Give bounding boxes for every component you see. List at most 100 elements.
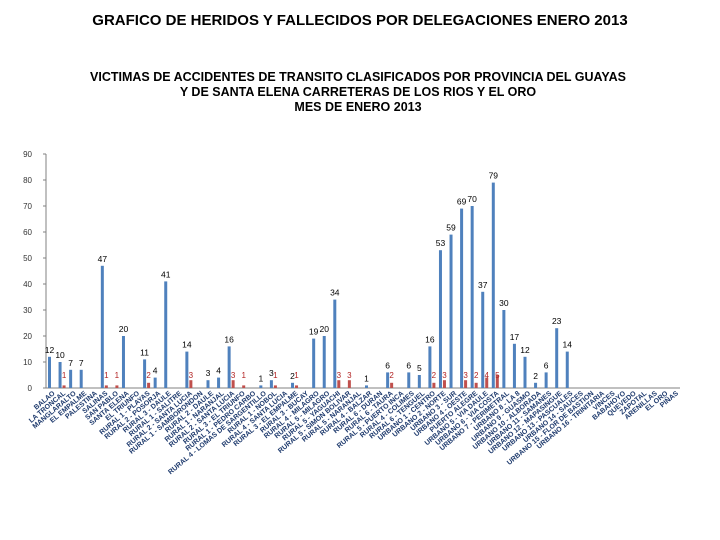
data-label-fallecidos: 1 bbox=[241, 371, 246, 380]
bar-heridos bbox=[428, 346, 432, 388]
data-label-fallecidos: 2 bbox=[146, 371, 151, 380]
bar-fallecidos bbox=[273, 385, 277, 388]
bar-heridos bbox=[48, 356, 51, 388]
bar-heridos bbox=[79, 369, 83, 388]
data-label-heridos: 19 bbox=[309, 327, 319, 337]
bar-heridos bbox=[544, 372, 548, 388]
bar-heridos bbox=[460, 208, 464, 388]
data-label-heridos: 30 bbox=[499, 298, 509, 308]
data-label-fallecidos: 2 bbox=[389, 371, 394, 380]
data-label-heridos: 4 bbox=[216, 366, 221, 376]
bar-fallecidos bbox=[115, 385, 119, 388]
data-label-heridos: 2 bbox=[290, 371, 295, 381]
bar-fallecidos bbox=[474, 382, 478, 388]
bar-heridos bbox=[333, 299, 337, 388]
data-label-heridos: 3 bbox=[206, 368, 211, 378]
bar-heridos bbox=[417, 375, 421, 388]
data-label-fallecidos: 5 bbox=[495, 371, 500, 380]
y-tick-label: 70 bbox=[23, 202, 32, 211]
data-label-heridos: 20 bbox=[319, 324, 329, 334]
y-tick-label: 40 bbox=[23, 280, 32, 289]
data-label-heridos: 14 bbox=[563, 340, 573, 350]
bar-heridos bbox=[386, 372, 390, 388]
bar-fallecidos bbox=[62, 385, 66, 388]
data-label-heridos: 79 bbox=[489, 171, 499, 181]
bar-fallecidos bbox=[485, 377, 489, 388]
data-label-heridos: 12 bbox=[520, 345, 530, 355]
data-label-heridos: 16 bbox=[425, 334, 435, 344]
bar-fallecidos bbox=[432, 382, 436, 388]
data-label-fallecidos: 3 bbox=[442, 371, 447, 380]
bar-heridos bbox=[523, 356, 527, 388]
bar-heridos bbox=[481, 291, 485, 388]
data-label-heridos: 34 bbox=[330, 288, 340, 298]
data-label-fallecidos: 3 bbox=[189, 371, 194, 380]
chart-title: VICTIMAS DE ACCIDENTES DE TRANSITO CLASI… bbox=[90, 70, 626, 114]
y-tick-label: 0 bbox=[28, 384, 33, 393]
data-label-heridos: 23 bbox=[552, 316, 562, 326]
bar-heridos bbox=[491, 182, 495, 388]
data-label-heridos: 11 bbox=[140, 347, 149, 357]
y-tick-label: 90 bbox=[23, 150, 32, 159]
bar-heridos bbox=[365, 385, 368, 388]
data-label-fallecidos: 1 bbox=[115, 371, 120, 380]
data-label-heridos: 6 bbox=[544, 360, 549, 370]
bar-heridos bbox=[322, 336, 326, 388]
bar-fallecidos bbox=[495, 375, 499, 388]
data-label-fallecidos: 3 bbox=[337, 371, 342, 380]
bar-heridos bbox=[438, 250, 442, 388]
bar-fallecidos bbox=[390, 382, 394, 388]
data-label-fallecidos: 4 bbox=[485, 371, 490, 380]
data-label-heridos: 6 bbox=[385, 360, 390, 370]
data-label-heridos: 14 bbox=[182, 340, 192, 350]
bar-heridos bbox=[153, 377, 157, 388]
data-label-fallecidos: 1 bbox=[273, 371, 278, 380]
bar-fallecidos bbox=[104, 385, 108, 388]
data-label-heridos: 59 bbox=[446, 223, 456, 233]
bar-fallecidos bbox=[242, 385, 246, 388]
bar-heridos bbox=[407, 372, 411, 388]
data-label-heridos: 10 bbox=[55, 350, 65, 360]
y-tick-label: 30 bbox=[23, 306, 32, 315]
data-label-heridos: 17 bbox=[510, 332, 520, 342]
data-label-heridos: 12 bbox=[45, 345, 55, 355]
y-tick-label: 20 bbox=[23, 332, 32, 341]
bar-heridos bbox=[227, 346, 231, 388]
data-label-fallecidos: 3 bbox=[231, 371, 236, 380]
data-label-fallecidos: 1 bbox=[62, 371, 67, 380]
data-label-fallecidos: 3 bbox=[463, 371, 468, 380]
data-label-heridos: 2 bbox=[533, 371, 538, 381]
data-label-heridos: 1 bbox=[258, 373, 263, 383]
data-label-heridos: 69 bbox=[457, 197, 467, 207]
bar-heridos bbox=[291, 382, 295, 388]
bar-heridos bbox=[185, 351, 189, 388]
y-tick-label: 50 bbox=[23, 254, 32, 263]
data-label-heridos: 53 bbox=[436, 238, 446, 248]
bar-heridos bbox=[470, 206, 474, 388]
data-label-heridos: 6 bbox=[406, 360, 411, 370]
data-label-fallecidos: 2 bbox=[432, 371, 437, 380]
bar-heridos bbox=[312, 338, 316, 388]
bar-heridos bbox=[217, 377, 221, 388]
bar-heridos bbox=[449, 234, 453, 388]
bar-fallecidos bbox=[464, 380, 468, 388]
data-label-heridos: 41 bbox=[161, 269, 171, 279]
data-label-heridos: 1 bbox=[364, 373, 369, 383]
chart-panel: VICTIMAS DE ACCIDENTES DE TRANSITO CLASI… bbox=[8, 62, 708, 536]
data-label-heridos: 5 bbox=[417, 363, 422, 373]
data-label-fallecidos: 1 bbox=[104, 371, 109, 380]
bar-heridos bbox=[143, 359, 147, 388]
y-tick-label: 10 bbox=[23, 358, 32, 367]
data-label-heridos: 16 bbox=[224, 334, 234, 344]
bar-heridos bbox=[164, 281, 168, 388]
data-label-fallecidos: 1 bbox=[294, 371, 299, 380]
bar-fallecidos bbox=[295, 385, 299, 388]
bar-heridos bbox=[69, 369, 73, 388]
bar-fallecidos bbox=[189, 380, 193, 388]
bar-heridos bbox=[512, 343, 516, 388]
bar-heridos bbox=[58, 362, 62, 388]
data-label-fallecidos: 3 bbox=[347, 371, 352, 380]
data-label-heridos: 70 bbox=[467, 194, 477, 204]
bar-heridos bbox=[259, 385, 263, 388]
